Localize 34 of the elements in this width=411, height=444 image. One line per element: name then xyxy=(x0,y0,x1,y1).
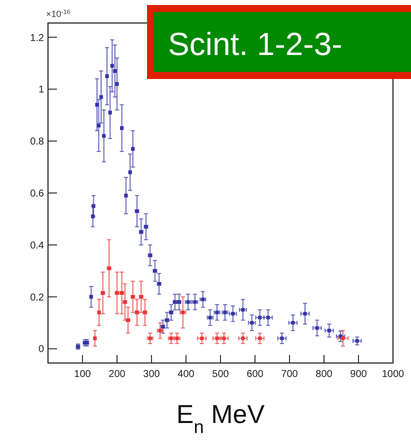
y-tick-label: 1 xyxy=(38,84,44,96)
point xyxy=(266,316,270,320)
y-tick-label: 0.4 xyxy=(30,240,44,252)
text: ×10$^{-16}$ xyxy=(46,8,71,19)
x-tick-label: 900 xyxy=(350,369,368,380)
x-tick-label: 100 xyxy=(74,369,92,380)
y-tick-label: 0.6 xyxy=(30,188,44,200)
point xyxy=(327,328,331,332)
point xyxy=(291,320,295,325)
point xyxy=(258,336,262,340)
x-tick-label: 600 xyxy=(246,369,264,380)
x-axis-title: E$_{n}$ MeV xyxy=(176,399,266,437)
annotation: Scint. 1-2-3- xyxy=(168,26,342,62)
point xyxy=(315,326,319,330)
point xyxy=(231,312,235,316)
x-tick-label: 200 xyxy=(108,369,126,380)
x-tick-label: 700 xyxy=(281,369,298,380)
point xyxy=(241,308,245,312)
point xyxy=(258,316,262,320)
point xyxy=(303,312,307,316)
x-tick-label: 400 xyxy=(178,369,195,380)
point xyxy=(241,336,245,340)
point xyxy=(280,336,284,340)
y-tick-label: 1.2 xyxy=(30,32,44,44)
y-tick-label: 0.2 xyxy=(30,292,44,304)
y-tick-label: 0 xyxy=(38,344,44,356)
x-tick-label: 500 xyxy=(212,369,230,380)
x-tick-label: 800 xyxy=(316,369,333,380)
point xyxy=(200,336,204,340)
point xyxy=(355,339,359,343)
point xyxy=(341,336,345,340)
x-tick-label: 1000 xyxy=(382,369,405,380)
x-tick-label: 300 xyxy=(143,369,160,380)
y-tick-label: 0.8 xyxy=(30,136,44,148)
